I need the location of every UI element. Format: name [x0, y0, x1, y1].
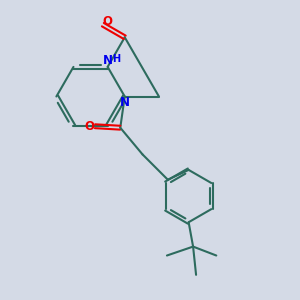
- Text: H: H: [112, 54, 120, 64]
- Text: O: O: [85, 120, 95, 133]
- Text: N: N: [103, 55, 112, 68]
- Text: N: N: [120, 96, 130, 109]
- Text: O: O: [102, 15, 112, 28]
